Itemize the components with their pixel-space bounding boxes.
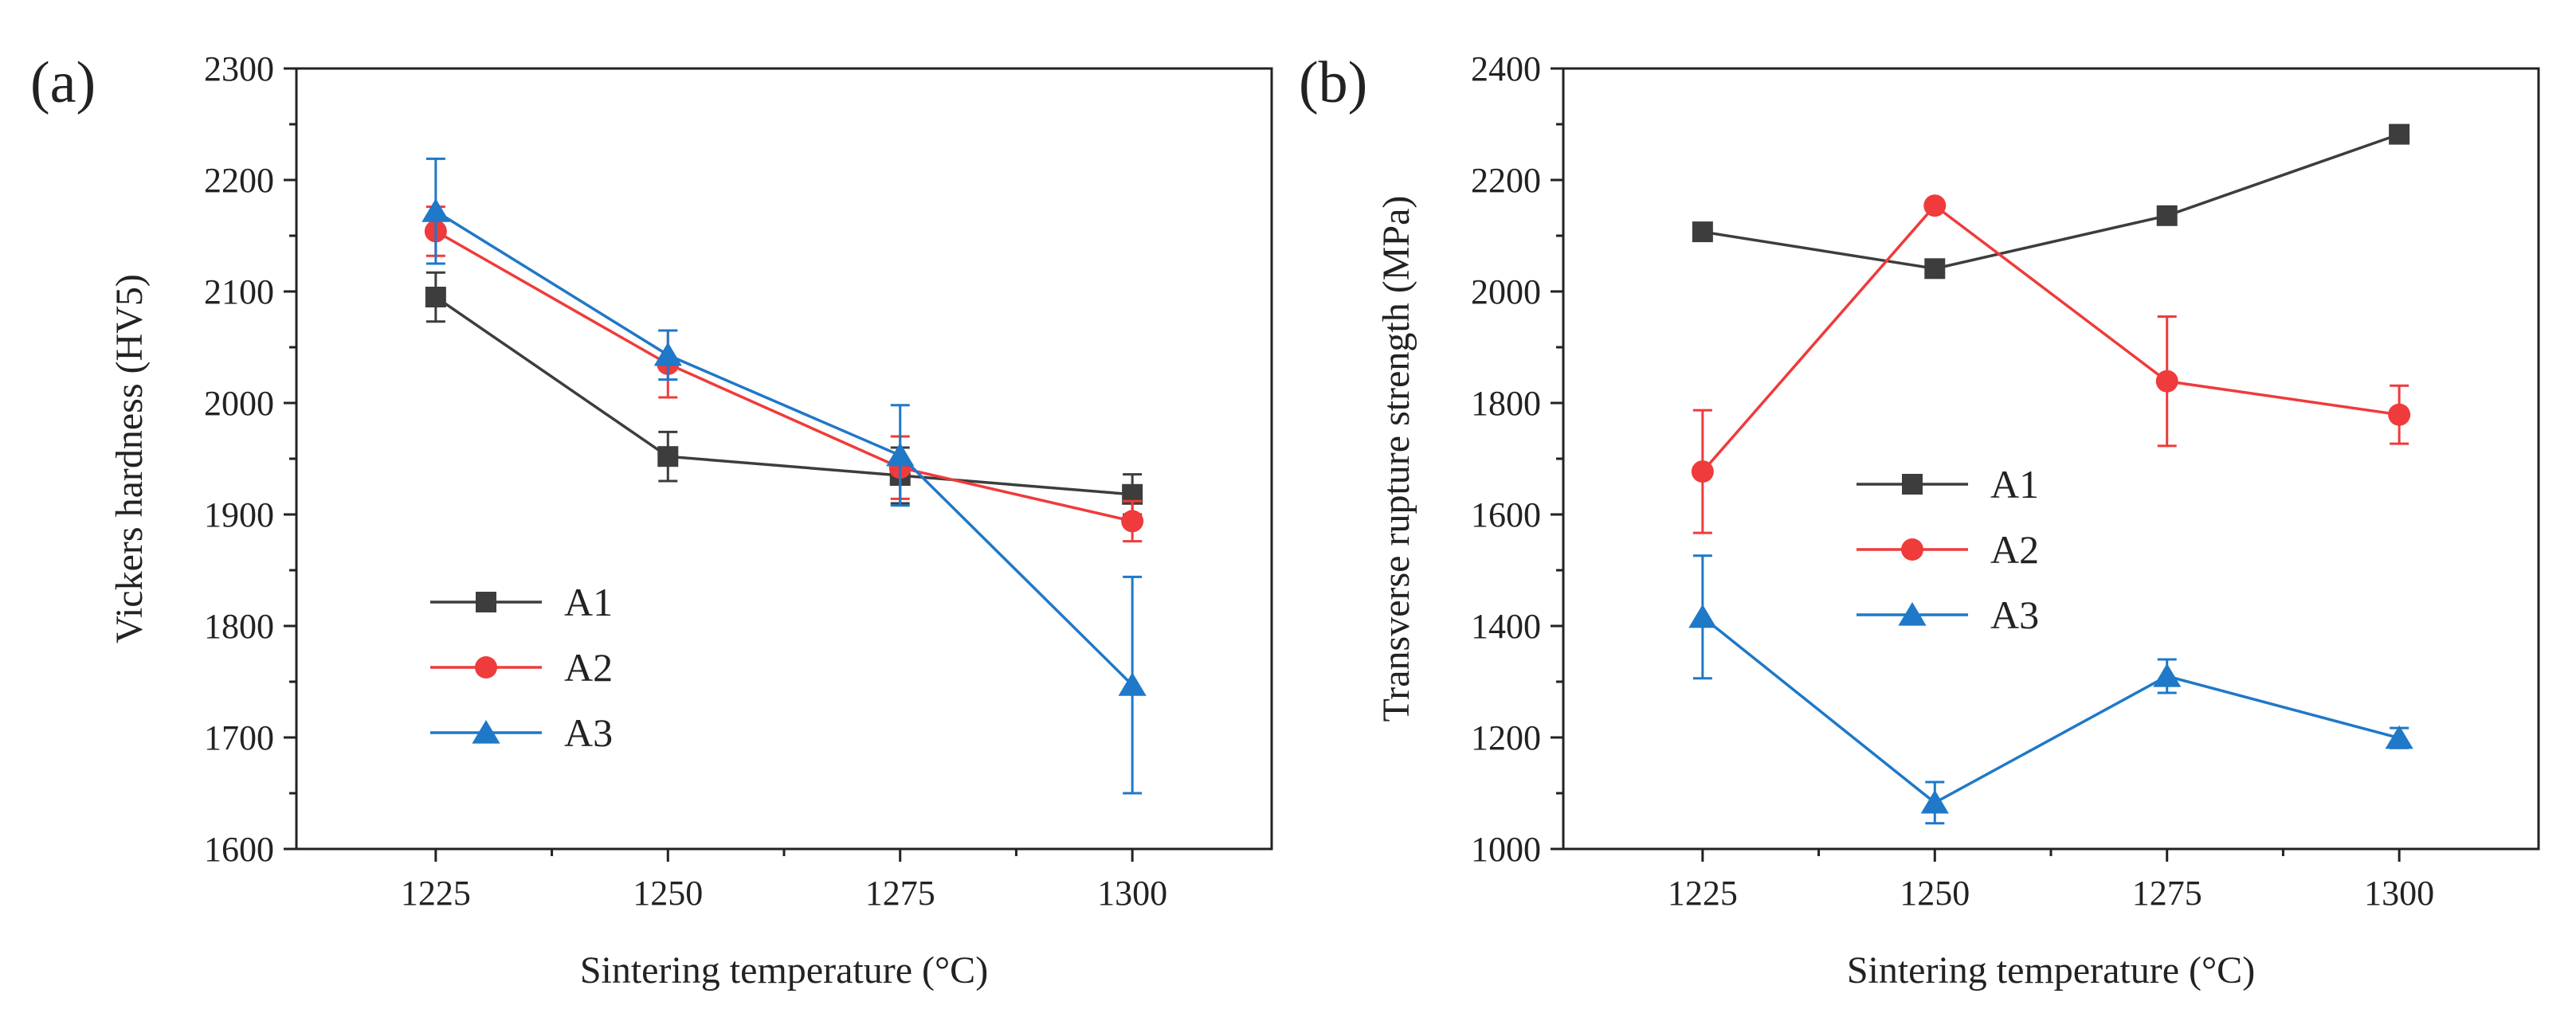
legend-marker	[472, 720, 500, 744]
y-tick-label: 1400	[1471, 607, 1541, 646]
data-point	[1118, 672, 1147, 696]
legend-marker	[1898, 602, 1927, 626]
x-tick-label: 1275	[865, 874, 935, 913]
x-tick-label: 1300	[2364, 874, 2434, 913]
y-tick-label: 1700	[204, 718, 274, 757]
x-tick-label: 1275	[2132, 874, 2202, 913]
legend-label: A2	[1990, 527, 2039, 572]
data-point	[1920, 789, 1949, 814]
series-line	[1701, 616, 2400, 804]
y-tick-label: 2200	[204, 161, 274, 200]
data-point	[2388, 403, 2411, 426]
legend-marker	[1902, 474, 1923, 495]
y-tick-label: 1000	[1471, 830, 1541, 869]
data-point	[1688, 604, 1717, 628]
series-A3	[421, 157, 1147, 795]
data-point	[1923, 194, 1947, 217]
y-tick-label: 1200	[1471, 718, 1541, 757]
legend-label: A3	[564, 710, 613, 755]
data-point	[421, 198, 450, 222]
data-point	[1121, 510, 1144, 533]
legend-label: A1	[564, 580, 613, 624]
chart-panel-0: 1600 1700 1800 1900 2000 2100 2200 2300 1225 1250…	[30, 49, 1273, 992]
x-tick-label: 1225	[1668, 874, 1738, 913]
y-tick-label: 2100	[204, 272, 274, 311]
y-tick-label: 1600	[1471, 495, 1541, 534]
y-tick-label: 1900	[204, 495, 274, 534]
y-tick-label: 1800	[204, 607, 274, 646]
series-A3	[1688, 554, 2413, 825]
y-axis-title: Transverse rupture strength (MPa)	[1375, 196, 1417, 722]
y-tick-label: 2300	[204, 49, 274, 88]
data-point	[2155, 370, 2178, 393]
data-point	[2385, 725, 2413, 749]
y-tick-label: 2200	[1471, 161, 1541, 200]
legend-marker	[475, 656, 497, 679]
y-tick-label: 1800	[1471, 384, 1541, 423]
data-point	[1692, 221, 1713, 243]
series-line	[434, 295, 1133, 496]
legend-marker	[476, 592, 496, 612]
x-tick-label: 1300	[1097, 874, 1167, 913]
series-line	[1701, 203, 2400, 473]
series-A2	[424, 205, 1144, 543]
legend-label: A3	[1990, 593, 2039, 637]
data-point	[2389, 123, 2410, 145]
x-axis-title: Sintering temperature (°C)	[580, 949, 988, 992]
data-point	[657, 446, 679, 467]
data-point	[653, 342, 682, 366]
y-axis-title: Vickers hardness (HV5)	[108, 274, 151, 643]
y-tick-label: 2000	[1471, 272, 1541, 311]
data-point	[1691, 460, 1714, 483]
legend-label: A1	[1990, 462, 2039, 507]
y-tick-label: 2400	[1471, 49, 1541, 88]
x-tick-label: 1250	[633, 874, 703, 913]
x-axis-title: Sintering temperature (°C)	[1847, 949, 2255, 992]
data-point	[2156, 205, 2178, 226]
series-line	[1702, 132, 2400, 271]
x-tick-label: 1225	[401, 874, 471, 913]
series-line	[434, 209, 1134, 686]
y-tick-label: 2000	[204, 384, 274, 423]
y-tick-label: 1600	[204, 830, 274, 869]
panel-label: (a)	[30, 50, 96, 115]
data-point	[425, 287, 446, 307]
panel-label: (b)	[1299, 50, 1367, 115]
x-tick-label: 1250	[1900, 874, 1970, 913]
series-A1	[1692, 123, 2410, 280]
data-point	[886, 442, 915, 467]
data-point	[1924, 258, 1946, 280]
series-line	[434, 229, 1133, 523]
chart-panel-1: 1000 1200 1400 1600 1800 2000 2200 2400 1225 1250…	[1299, 49, 2540, 992]
plot-frame	[1562, 67, 2540, 851]
series-A2	[1691, 194, 2411, 534]
legend-marker	[1901, 538, 1923, 561]
data-point	[2153, 663, 2182, 687]
legend-label: A2	[564, 645, 613, 690]
series-A1	[425, 271, 1143, 516]
